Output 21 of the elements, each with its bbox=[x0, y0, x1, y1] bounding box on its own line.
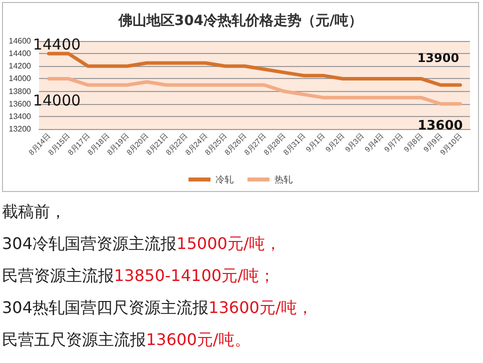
annotation: 13600 bbox=[418, 118, 463, 134]
chart-title: 佛山地区304冷热轧价格走势（元/吨） bbox=[117, 13, 363, 29]
y-tick-label: 13200 bbox=[8, 124, 32, 134]
annotation: 14000 bbox=[32, 92, 81, 110]
legend-label: 热轧 bbox=[274, 174, 292, 184]
y-tick-label: 14000 bbox=[8, 74, 32, 84]
y-tick-label: 13600 bbox=[8, 99, 32, 108]
line-series bbox=[47, 52, 462, 87]
annotation: 13900 bbox=[417, 51, 460, 65]
y-tick-label: 13800 bbox=[8, 86, 32, 96]
y-tick-label: 14200 bbox=[8, 62, 32, 71]
text: 304热轧国营四尺资源主流报13600元/吨， bbox=[2, 297, 314, 319]
y-tick-label: 14400 bbox=[8, 49, 32, 58]
annotation: 14400 bbox=[32, 36, 81, 54]
text: 304冷轧国营资源主流报15000元/吨， bbox=[2, 233, 282, 255]
y-tick-label: 13400 bbox=[8, 112, 32, 121]
text: 截稿前， bbox=[2, 201, 67, 223]
text: 民营五尺资源主流报13600元/吨。 bbox=[2, 329, 252, 351]
text: 民营资源主流报13850-14100元/吨； bbox=[2, 265, 276, 287]
legend-label: 冷轧 bbox=[216, 174, 234, 184]
y-tick-label: 14600 bbox=[8, 36, 32, 46]
